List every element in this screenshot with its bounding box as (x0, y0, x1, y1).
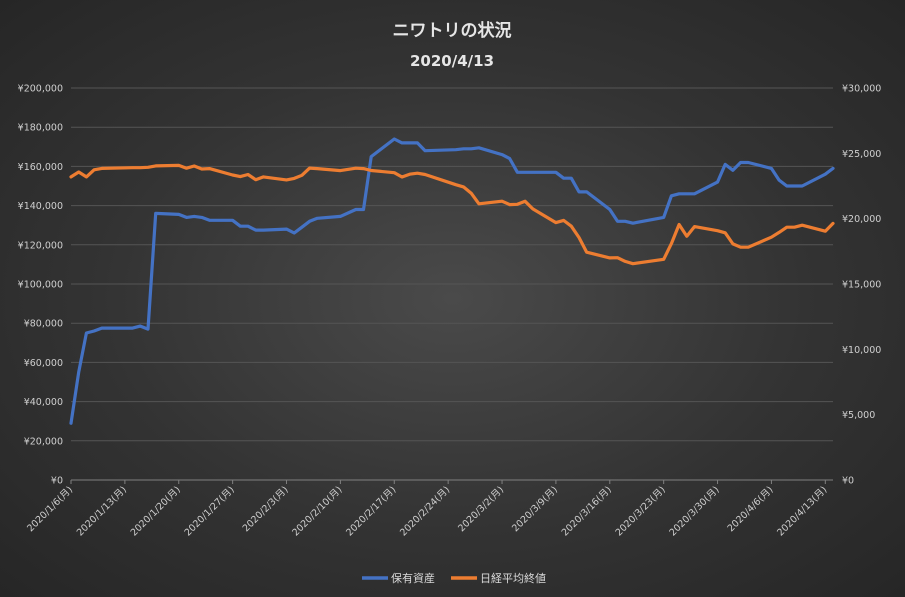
left-tick-label: ¥160,000 (18, 162, 63, 173)
x-tick-label: 2020/1/13(月) (75, 484, 129, 538)
left-axis: ¥0 ¥20,000 ¥40,000 ¥60,000 ¥80,000 ¥100,000 ¥1… (18, 84, 63, 487)
left-tick-label: ¥0 (51, 476, 63, 487)
legend: 保有資産 日経平均終値 (362, 571, 546, 585)
left-tick-label: ¥120,000 (18, 240, 63, 251)
x-tick-label: 2020/1/6(月) (25, 484, 75, 534)
chart-subtitle: 2020/4/13 (410, 52, 494, 70)
left-tick-label: ¥40,000 (24, 397, 63, 408)
grid-lines (71, 87, 833, 481)
x-tick-label: 2020/2/17(月) (344, 484, 398, 538)
left-tick-label: ¥140,000 (18, 201, 63, 212)
series-line-0 (69, 137, 835, 425)
right-tick-label: ¥10,000 (842, 345, 881, 356)
right-tick-label: ¥0 (842, 476, 854, 487)
right-tick-label: ¥30,000 (842, 84, 881, 95)
x-tick-label: 2020/3/9(月) (510, 484, 560, 534)
legend-label-1: 日経平均終値 (480, 571, 546, 585)
x-tick-label: 2020/4/6(月) (726, 484, 776, 534)
left-tick-label: ¥60,000 (24, 358, 63, 369)
right-tick-label: ¥20,000 (842, 214, 881, 225)
x-tick-label: 2020/2/24(月) (398, 484, 452, 538)
right-tick-label: ¥5,000 (842, 410, 875, 421)
left-tick-label: ¥180,000 (18, 123, 63, 134)
x-tick-label: 2020/3/16(月) (560, 484, 614, 538)
x-tick-label: 2020/3/23(月) (614, 484, 668, 538)
x-tick-label: 2020/2/3(月) (241, 484, 291, 534)
left-tick-label: ¥20,000 (24, 436, 63, 447)
x-tick-label: 2020/2/10(月) (290, 484, 344, 538)
right-tick-label: ¥15,000 (842, 280, 881, 291)
series-layer (69, 137, 835, 425)
right-tick-label: ¥25,000 (842, 149, 881, 160)
x-axis: 2020/1/6(月) 2020/1/13(月) 2020/1/20(月) 2020/… (25, 480, 829, 539)
left-tick-label: ¥100,000 (18, 280, 63, 291)
left-tick-label: ¥80,000 (24, 319, 63, 330)
series-line-1 (69, 163, 835, 266)
x-tick-label: 2020/1/20(月) (129, 484, 183, 538)
x-tick-label: 2020/1/27(月) (183, 484, 237, 538)
x-tick-label: 2020/3/30(月) (667, 484, 721, 538)
x-tick-label: 2020/3/2(月) (456, 484, 506, 534)
chart-title: ニワトリの状況 (393, 20, 512, 41)
right-axis: ¥0 ¥5,000 ¥10,000 ¥15,000 ¥20,000 ¥25,000 ¥30,… (842, 84, 881, 487)
x-tick-label: 2020/4/13(月) (775, 484, 829, 538)
legend-label-0: 保有資産 (391, 571, 435, 585)
left-tick-label: ¥200,000 (18, 84, 63, 95)
